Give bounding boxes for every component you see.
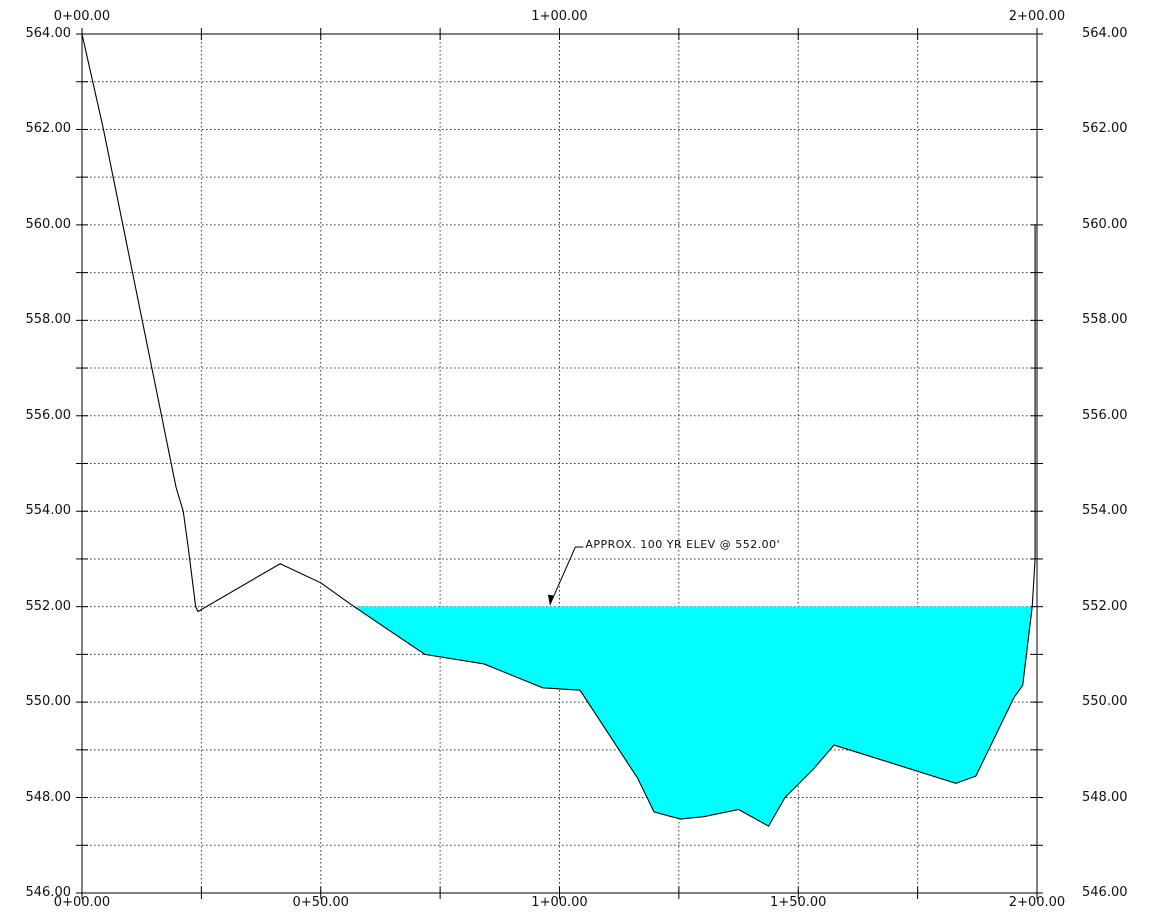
y-tick-label-right: 546.00 — [1082, 885, 1128, 900]
x-tick-label-bottom: 0+00.00 — [53, 895, 111, 910]
ground-profile-line — [81, 33, 1036, 827]
x-tick-label-top: 1+00.00 — [531, 9, 588, 24]
x-tick-label-bottom: 1+50.00 — [770, 895, 827, 910]
y-tick-label-right: 548.00 — [1082, 789, 1128, 805]
y-tick-label-left: 552.00 — [25, 598, 72, 614]
x-tick-label-bottom: 1+00.00 — [531, 895, 588, 910]
y-tick-label-left: 546.00 — [25, 885, 72, 900]
y-tick-label-right: 550.00 — [1082, 694, 1128, 710]
annotation-layer — [547, 546, 584, 606]
y-tick-label-right: 552.00 — [1082, 598, 1128, 614]
y-tick-label-right: 562.00 — [1082, 121, 1128, 137]
y-tick-label-right: 558.00 — [1082, 312, 1128, 328]
y-tick-label-left: 550.00 — [25, 694, 72, 710]
y-tick-label-left: 556.00 — [25, 407, 72, 423]
y-tick-label-left: 564.00 — [25, 26, 72, 41]
y-tick-label-left: 554.00 — [25, 503, 72, 519]
y-tick-label-left: 558.00 — [25, 312, 72, 328]
annotation-arrow-head — [547, 594, 554, 606]
annotation-label: APPROX. 100 YR ELEV @ 552.00' — [585, 538, 781, 551]
x-tick-label-top: 2+00.00 — [1008, 9, 1066, 24]
x-tick-label-bottom: 0+50.00 — [292, 895, 349, 910]
y-tick-label-left: 562.00 — [25, 121, 72, 137]
y-tick-label-right: 556.00 — [1082, 407, 1128, 423]
annotation-leader-line — [549, 546, 576, 605]
y-tick-label-right: 564.00 — [1082, 26, 1128, 41]
x-tick-label-top: 0+00.00 — [53, 9, 111, 24]
water-fill — [354, 606, 1033, 827]
profile-layer — [81, 33, 1036, 827]
fill-layer — [354, 606, 1033, 827]
y-tick-label-right: 554.00 — [1082, 503, 1128, 519]
y-tick-label-left: 548.00 — [25, 789, 72, 805]
y-tick-label-right: 560.00 — [1082, 216, 1128, 232]
x-tick-label-bottom: 2+00.00 — [1008, 895, 1066, 910]
y-tick-label-left: 560.00 — [25, 216, 72, 232]
